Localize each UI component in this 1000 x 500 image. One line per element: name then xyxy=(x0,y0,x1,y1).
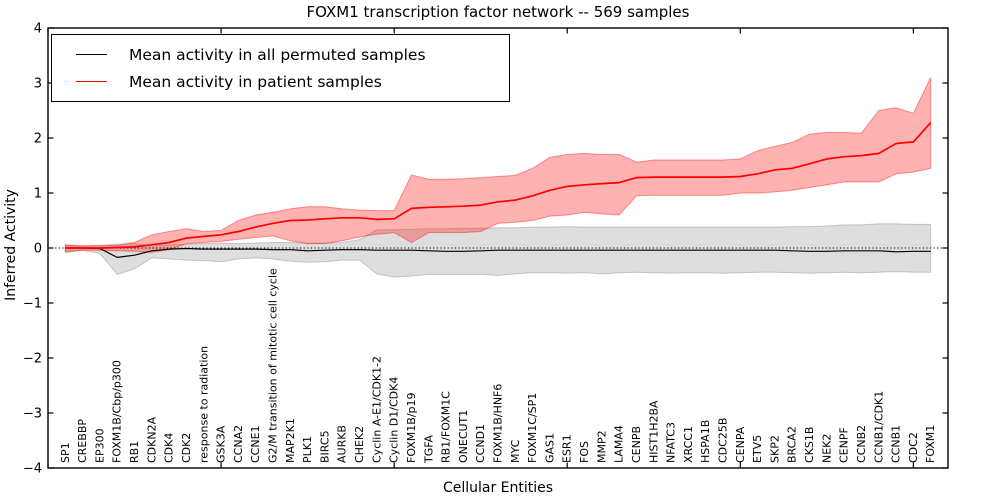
legend-label-permuted: Mean activity in all permuted samples xyxy=(129,45,426,64)
x-entity-label: MMP2 xyxy=(595,430,608,463)
x-entity-label: RB1 xyxy=(128,441,141,463)
x-entity-label: Cyclin D1/CDK4 xyxy=(388,377,401,463)
x-entity-label: CHEK2 xyxy=(353,426,366,463)
x-entity-label: ESR1 xyxy=(561,434,574,463)
permuted-mean-line xyxy=(65,247,931,258)
x-entity-label: CCND1 xyxy=(474,424,487,463)
legend-label-patient: Mean activity in patient samples xyxy=(129,72,382,91)
chart-title: FOXM1 transcription factor network -- 56… xyxy=(306,3,690,21)
x-entity-label: BIRC5 xyxy=(318,430,331,463)
x-entity-label: FOXM1 xyxy=(924,425,937,463)
x-entity-label: NFATC3 xyxy=(665,422,678,463)
x-entity-label: CDC25B xyxy=(717,418,730,463)
x-entity-label: CCNB1/CDK1 xyxy=(872,391,885,463)
x-entity-label: CCNB2 xyxy=(855,425,868,463)
x-entity-label: CDKN2A xyxy=(145,416,158,463)
y-tick-label: −3 xyxy=(23,407,42,422)
x-entity-label: CENPF xyxy=(838,427,851,463)
x-entity-label: LAMA4 xyxy=(613,425,626,463)
x-entity-label: NEK2 xyxy=(820,434,833,463)
y-tick-label: −1 xyxy=(23,297,42,312)
x-entity-label: ONECUT1 xyxy=(457,410,470,463)
x-axis-label: Cellular Entities xyxy=(442,480,554,496)
x-entity-label: response to radiation xyxy=(197,346,210,463)
x-entity-label: G2/M transition of mitotic cell cycle xyxy=(267,268,280,463)
x-entity-label: FOXM1B/HNF6 xyxy=(492,384,505,463)
permuted-line-swatch-icon xyxy=(76,54,107,55)
x-entity-label: MAP2K1 xyxy=(284,418,297,463)
x-entity-label: RB1/FOXM1C xyxy=(440,391,453,463)
x-entity-label: SP1 xyxy=(59,442,72,463)
x-entity-label: FOXM1B/p19 xyxy=(405,392,418,463)
x-entity-label: HIST1H2BA xyxy=(647,400,660,463)
x-entity-label: SKP2 xyxy=(768,435,781,463)
legend-row-patient: Mean activity in patient samples xyxy=(76,68,509,95)
x-entity-label: FOXM1C/SP1 xyxy=(526,393,539,463)
x-entity-label: ETV5 xyxy=(751,435,764,463)
y-tick-label: −2 xyxy=(23,352,42,367)
x-entity-label: CREBBP xyxy=(76,419,89,463)
legend-row-permuted: Mean activity in all permuted samples xyxy=(76,41,509,68)
patient-line-swatch-icon xyxy=(76,81,107,82)
y-tick-label: 3 xyxy=(34,77,42,92)
x-entity-label: TGFA xyxy=(422,434,435,464)
x-entity-label: CDK4 xyxy=(163,433,176,463)
x-entity-label: CCNA2 xyxy=(232,425,245,463)
x-entity-label: AURKB xyxy=(336,425,349,463)
x-entity-label: CCNE1 xyxy=(249,425,262,463)
x-entity-label: FOS xyxy=(578,441,591,463)
x-entity-label: GSK3A xyxy=(215,425,228,463)
y-tick-label: 2 xyxy=(34,132,42,147)
x-entity-label: CDC2 xyxy=(907,432,920,463)
y-tick-label: 1 xyxy=(34,187,42,202)
x-entity-label: GAS1 xyxy=(543,433,556,463)
x-entity-label: CENPB xyxy=(630,426,643,463)
x-entity-label: HSPA1B xyxy=(699,420,712,463)
x-entity-label: Cyclin A-E1/CDK1-2 xyxy=(370,356,383,463)
x-entity-label: CCNB1 xyxy=(890,425,903,463)
x-entity-label: MYC xyxy=(509,439,522,463)
x-entity-label: CDK2 xyxy=(180,433,193,463)
x-entity-label: PLK1 xyxy=(301,436,314,463)
x-entity-label: XRCC1 xyxy=(682,426,695,463)
patient-confidence-band xyxy=(64,77,932,253)
y-tick-label: 4 xyxy=(34,22,42,37)
x-entity-label: EP300 xyxy=(93,428,106,463)
x-entity-label: CKS1B xyxy=(803,427,816,463)
patient-mean-line xyxy=(65,122,932,249)
legend-box: Mean activity in all permuted samples Me… xyxy=(51,34,510,102)
y-tick-label: −4 xyxy=(23,462,42,477)
x-entity-label: BRCA2 xyxy=(786,426,799,463)
x-entity-label: CENPA xyxy=(734,426,747,463)
y-tick-label: 0 xyxy=(34,242,42,257)
x-entity-label: FOXM1B/Cbp/p300 xyxy=(111,360,124,463)
